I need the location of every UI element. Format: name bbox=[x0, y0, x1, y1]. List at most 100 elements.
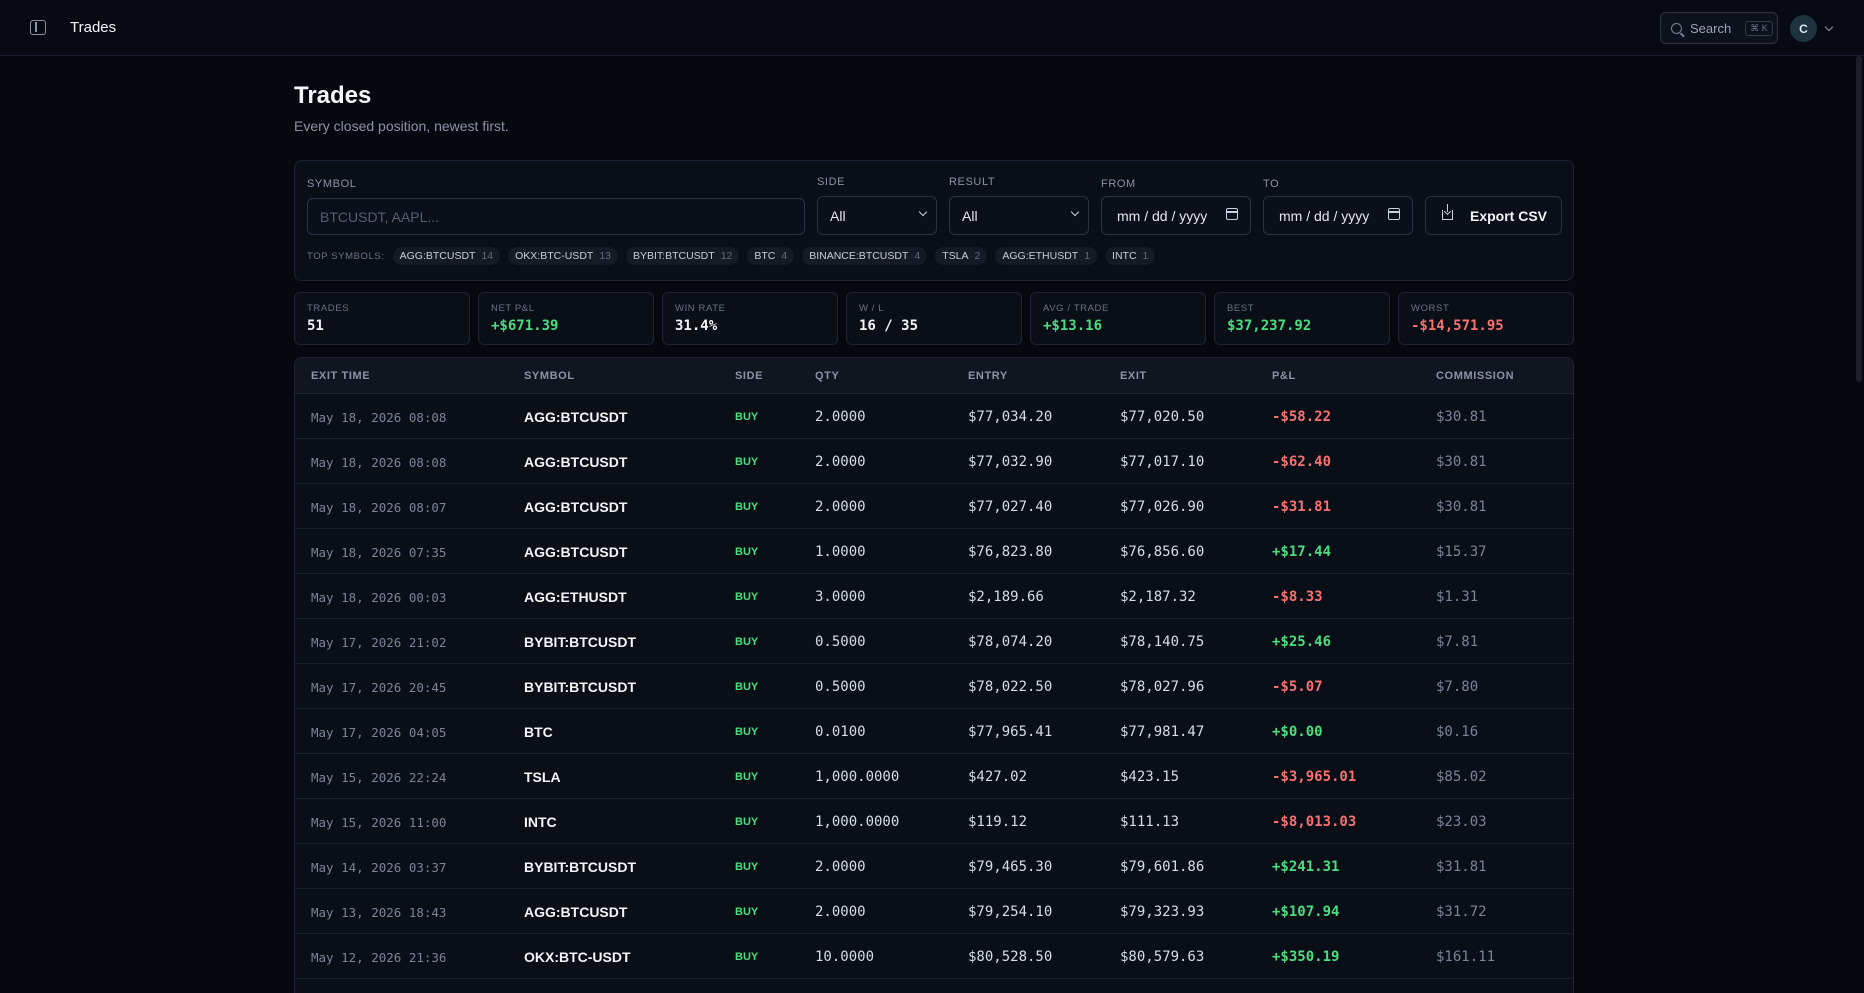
chip-count: 14 bbox=[481, 250, 494, 262]
symbol-input[interactable]: BTCUSDT, AAPL... bbox=[307, 198, 805, 235]
cell-entry: $119.12 bbox=[968, 814, 1028, 830]
chip-count: 4 bbox=[914, 250, 921, 262]
table-row[interactable]: May 17, 2026 04:05 BTC BUY 0.0100 $77,965.41… bbox=[295, 709, 1573, 754]
cell-symbol: AGG:BTCUSDT bbox=[524, 904, 628, 920]
cell-qty: 1.0000 bbox=[815, 544, 866, 560]
cell-side: BUY bbox=[735, 906, 759, 918]
stat-label: BEST bbox=[1227, 303, 1255, 314]
from-placeholder: mm / dd / yyyy bbox=[1117, 207, 1208, 224]
cell-exit-time: May 17, 2026 04:05 bbox=[311, 725, 447, 740]
chevron-down-icon bbox=[918, 207, 928, 217]
cell-exit-time: May 18, 2026 00:03 bbox=[311, 590, 447, 605]
table-row[interactable]: May 15, 2026 22:24 TSLA BUY 1,000.0000 $427.… bbox=[295, 754, 1573, 799]
cell-exit: $78,140.75 bbox=[1120, 634, 1205, 650]
chip-count: 1 bbox=[1142, 250, 1149, 262]
col-exit[interactable]: EXIT bbox=[1120, 370, 1147, 382]
cell-qty: 2.0000 bbox=[815, 859, 866, 875]
to-date-input[interactable]: mm / dd / yyyy bbox=[1263, 196, 1413, 235]
symbol-chip[interactable]: BYBIT:BTCUSDT 12 bbox=[626, 247, 740, 265]
symbol-chip[interactable]: AGG:ETHUSDT 1 bbox=[995, 247, 1098, 265]
cell-symbol: BYBIT:BTCUSDT bbox=[524, 859, 636, 875]
stat-label: WORST bbox=[1411, 303, 1450, 314]
stat-worst: WORST -$14,571.95 bbox=[1398, 292, 1574, 345]
stat-value: +$671.39 bbox=[491, 318, 559, 334]
export-csv-button[interactable]: Export CSV bbox=[1425, 196, 1562, 235]
cell-exit-time: May 18, 2026 08:08 bbox=[311, 455, 447, 470]
symbol-chip[interactable]: BTC 4 bbox=[747, 247, 795, 265]
cell-exit-time: May 18, 2026 08:08 bbox=[311, 410, 447, 425]
cell-side: BUY bbox=[735, 636, 759, 648]
cell-symbol: BYBIT:BTCUSDT bbox=[524, 634, 636, 650]
cell-commission: $30.81 bbox=[1436, 409, 1487, 425]
search-shortcut: ⌘ K bbox=[1745, 20, 1773, 36]
col-entry[interactable]: ENTRY bbox=[968, 370, 1008, 382]
chip-name: OKX:BTC-USDT bbox=[515, 250, 594, 262]
sidebar-toggle-icon[interactable] bbox=[30, 20, 46, 35]
cell-exit-time: May 15, 2026 11:00 bbox=[311, 815, 447, 830]
col-side[interactable]: SIDE bbox=[735, 370, 764, 382]
calendar-icon[interactable] bbox=[1226, 208, 1238, 220]
stat-net-pnl: NET P&L +$671.39 bbox=[478, 292, 654, 345]
cell-pnl: +$25.46 bbox=[1272, 634, 1332, 650]
cell-pnl: -$62.40 bbox=[1272, 454, 1332, 470]
chip-name: TSLA bbox=[942, 250, 969, 262]
stat-value: +$13.16 bbox=[1043, 318, 1103, 334]
table-row[interactable]: May 15, 2026 11:00 INTC BUY 1,000.0000 $119.… bbox=[295, 799, 1573, 844]
chip-count: 2 bbox=[974, 250, 981, 262]
col-commission[interactable]: COMMISSION bbox=[1436, 370, 1515, 382]
table-row[interactable]: May 14, 2026 03:37 BYBIT:BTCUSDT BUY 2.0000… bbox=[295, 844, 1573, 889]
table-row[interactable]: May 18, 2026 08:08 AGG:BTCUSDT BUY 2.0000 $7… bbox=[295, 439, 1573, 484]
table-row[interactable]: May 18, 2026 07:35 AGG:BTCUSDT BUY 1.0000 $7… bbox=[295, 529, 1573, 574]
col-exit-time[interactable]: EXIT TIME bbox=[311, 370, 371, 382]
table-row[interactable]: May 18, 2026 00:03 AGG:ETHUSDT BUY 3.0000 $2… bbox=[295, 574, 1573, 619]
cell-pnl: -$8,013.03 bbox=[1272, 814, 1357, 830]
table-row[interactable]: May 13, 2026 18:43 AGG:BTCUSDT BUY 2.0000 $7… bbox=[295, 889, 1573, 934]
symbol-chip[interactable]: BINANCE:BTCUSDT 4 bbox=[802, 247, 928, 265]
export-label: Export CSV bbox=[1470, 207, 1548, 224]
scrollbar[interactable] bbox=[1856, 56, 1862, 382]
cell-commission: $7.81 bbox=[1436, 634, 1479, 650]
cell-commission: $23.03 bbox=[1436, 814, 1487, 830]
cell-pnl: -$58.22 bbox=[1272, 409, 1332, 425]
search-button[interactable]: Search ⌘ K bbox=[1660, 12, 1778, 44]
chevron-down-icon[interactable] bbox=[1824, 22, 1834, 32]
cell-exit-time: May 17, 2026 20:45 bbox=[311, 680, 447, 695]
cell-pnl: +$17.44 bbox=[1272, 544, 1332, 560]
chip-name: AGG:BTCUSDT bbox=[399, 250, 476, 262]
table-row[interactable]: May 18, 2026 08:07 AGG:BTCUSDT BUY 2.0000 $7… bbox=[295, 484, 1573, 529]
table-row[interactable]: May 17, 2026 21:02 BYBIT:BTCUSDT BUY 0.5000… bbox=[295, 619, 1573, 664]
cell-entry: $76,823.80 bbox=[968, 544, 1053, 560]
cell-pnl: -$31.81 bbox=[1272, 499, 1332, 515]
result-select[interactable]: All bbox=[949, 196, 1089, 235]
stat-avg-trade: AVG / TRADE +$13.16 bbox=[1030, 292, 1206, 345]
calendar-icon[interactable] bbox=[1388, 208, 1400, 220]
cell-symbol: OKX:BTC-USDT bbox=[524, 949, 631, 965]
cell-pnl: +$0.00 bbox=[1272, 724, 1323, 740]
cell-symbol: INTC bbox=[524, 814, 557, 830]
table-row[interactable]: May 17, 2026 20:45 BYBIT:BTCUSDT BUY 0.5000… bbox=[295, 664, 1573, 709]
col-pnl[interactable]: P&L bbox=[1272, 370, 1296, 382]
side-select[interactable]: All bbox=[817, 196, 937, 235]
symbol-chip[interactable]: AGG:BTCUSDT 14 bbox=[392, 247, 501, 265]
stat-label: W / L bbox=[859, 303, 885, 314]
table-row[interactable]: May 12, 2026 21:36 OKX:BTC-USDT BUY 10.0000… bbox=[295, 934, 1573, 979]
avatar[interactable]: C bbox=[1790, 15, 1817, 42]
top-symbols: TOP SYMBOLS: AGG:BTCUSDT 14 OKX:BTC-USDT 1… bbox=[307, 247, 1156, 265]
from-date-input[interactable]: mm / dd / yyyy bbox=[1101, 196, 1251, 235]
col-qty[interactable]: QTY bbox=[815, 370, 840, 382]
symbol-chip[interactable]: OKX:BTC-USDT 13 bbox=[508, 247, 618, 265]
cell-symbol: AGG:BTCUSDT bbox=[524, 544, 628, 560]
table-row[interactable]: May 18, 2026 08:08 AGG:BTCUSDT BUY 2.0000 $7… bbox=[295, 394, 1573, 439]
cell-entry: $78,022.50 bbox=[968, 679, 1053, 695]
stat-trades: TRADES 51 bbox=[294, 292, 470, 345]
cell-exit: $80,579.63 bbox=[1120, 949, 1205, 965]
symbol-chip[interactable]: TSLA 2 bbox=[935, 247, 988, 265]
cell-pnl: +$241.31 bbox=[1272, 859, 1340, 875]
chip-count: 12 bbox=[720, 250, 733, 262]
cell-symbol: AGG:BTCUSDT bbox=[524, 409, 628, 425]
to-placeholder: mm / dd / yyyy bbox=[1279, 207, 1370, 224]
cell-entry: $77,027.40 bbox=[968, 499, 1053, 515]
col-symbol[interactable]: SYMBOL bbox=[524, 370, 575, 382]
cell-exit-time: May 18, 2026 07:35 bbox=[311, 545, 447, 560]
symbol-chip[interactable]: INTC 1 bbox=[1105, 247, 1156, 265]
